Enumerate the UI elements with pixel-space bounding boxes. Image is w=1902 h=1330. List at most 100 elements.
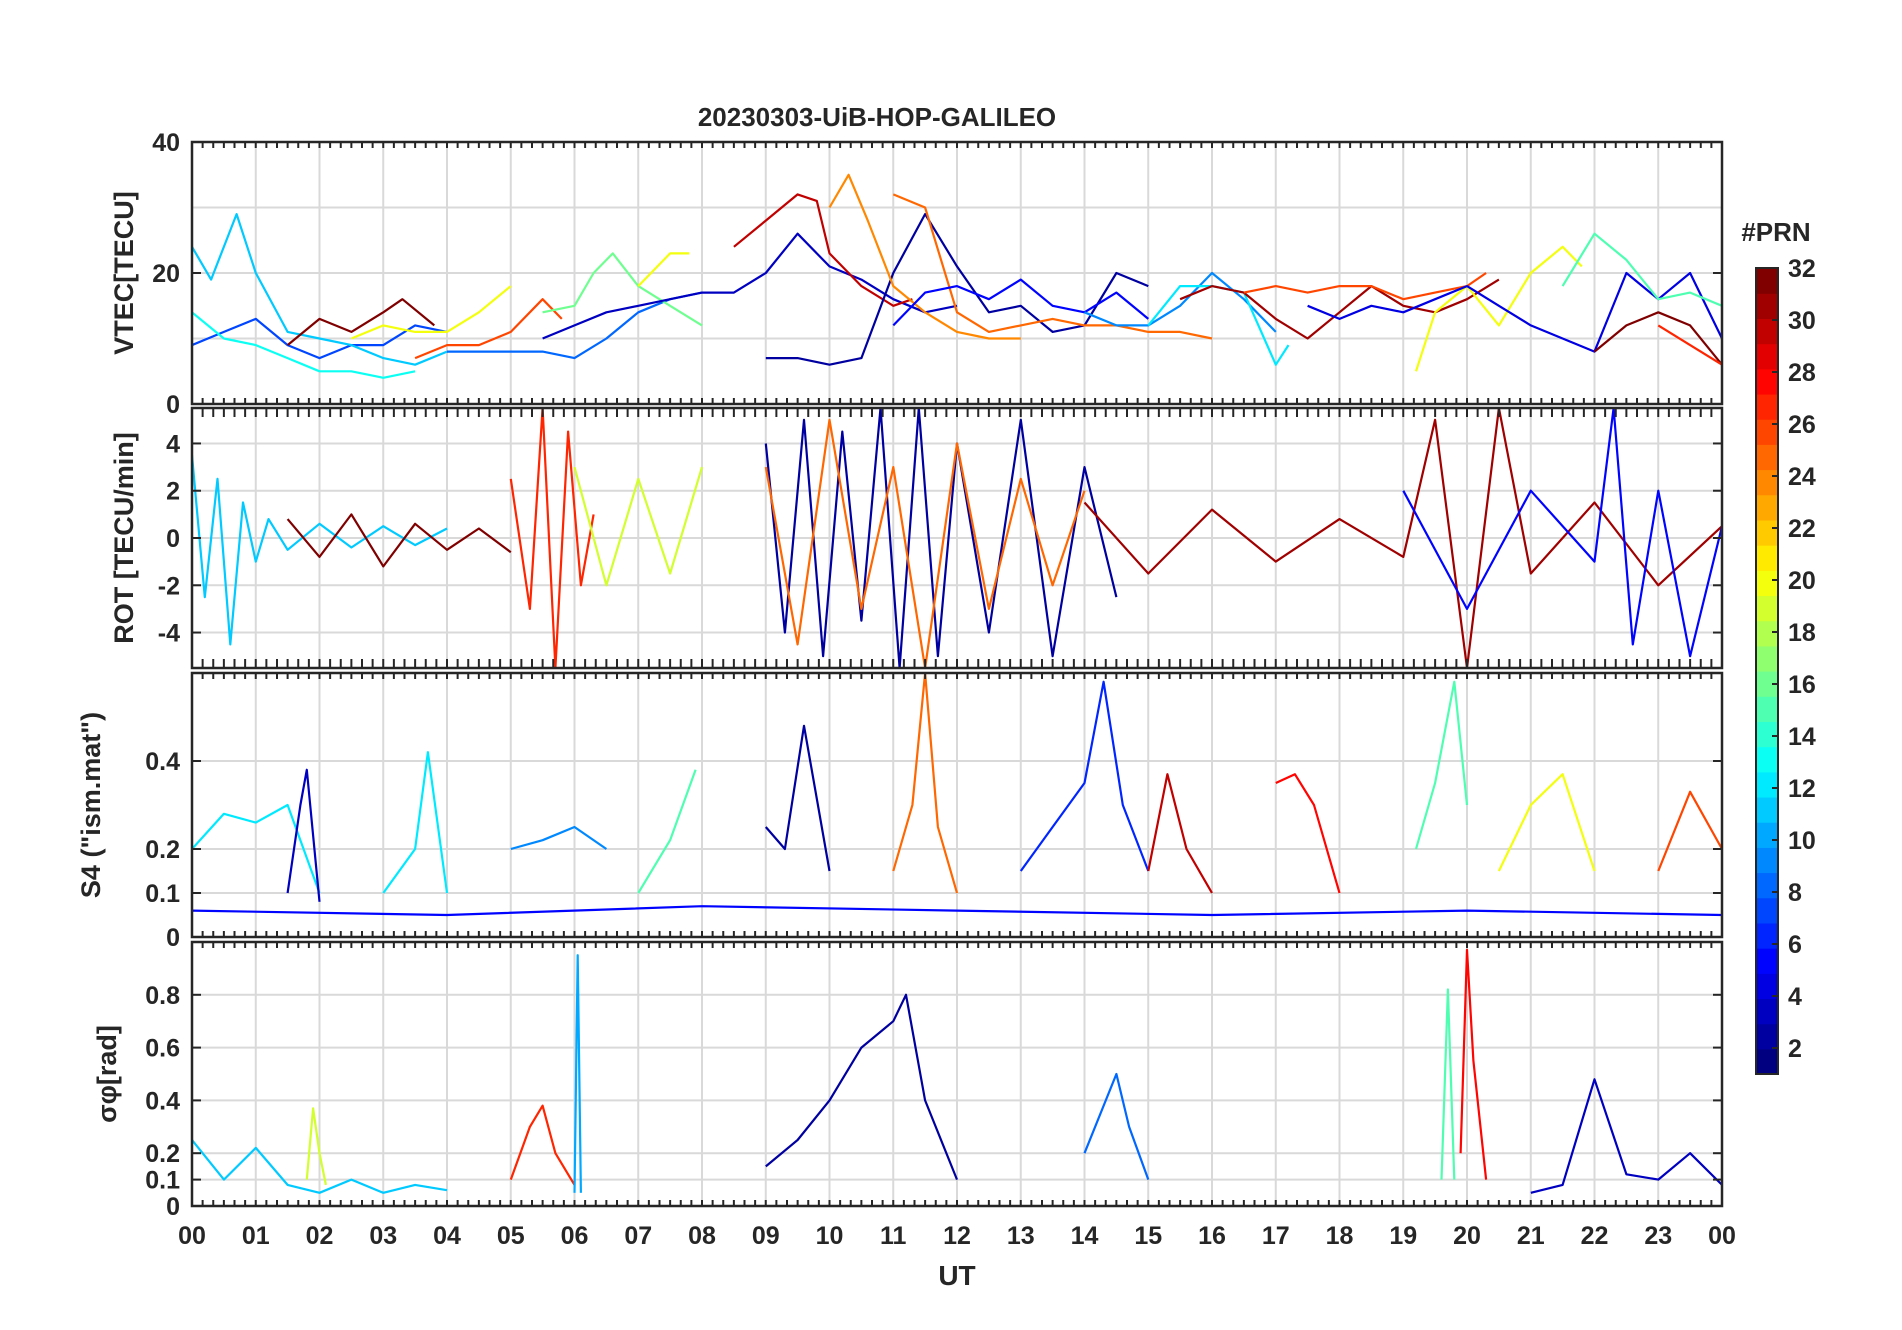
series-line-prn-32 (286, 513, 512, 568)
colorbar-band (1756, 847, 1778, 874)
series-line-prn-10 (573, 954, 582, 1193)
series-line-prn-11 (192, 455, 448, 646)
series-line-prn-27 (509, 1104, 576, 1186)
colorbar-band (1756, 620, 1778, 647)
series-line-prn-5 (1402, 408, 1722, 658)
colorbar-band (1756, 368, 1778, 395)
colorbar-band (1756, 1023, 1778, 1050)
panel-sigma_phi: 00.10.2 0.4 0.6 0.8 σφ[rad] (92, 940, 1724, 1221)
colorbar-frame (1755, 267, 1779, 1075)
colorbar-band (1756, 671, 1778, 697)
series-line-prn-32 (1593, 311, 1722, 366)
colorbar-tick-label: 32 (1788, 255, 1816, 283)
x-tick-label: 00 (178, 1222, 206, 1250)
series-line-prn-2 (764, 724, 831, 872)
series-line-prn-28 (1459, 948, 1488, 1180)
series-line-prn-12 (382, 751, 449, 894)
y-tick-label: 40 (152, 129, 180, 157)
colorbar-band (1756, 343, 1778, 370)
colorbar-tick-label: 26 (1788, 411, 1816, 439)
colorbar-tick-label: 14 (1788, 723, 1816, 751)
colorbar-band (1756, 393, 1778, 420)
panel-rot: -4 -2 0 2 4 ROT [TECU/min] (109, 406, 1724, 670)
x-tick-label: 20 (1453, 1222, 1481, 1250)
series-line-prn-20 (1414, 245, 1583, 372)
series-line-prn-13 (192, 311, 416, 379)
axes-frame (190, 406, 1724, 670)
y-tick-label: 0.4 (145, 1087, 180, 1115)
colorbar-tick-label: 30 (1788, 307, 1816, 335)
colorbar-tick-label: 20 (1788, 567, 1816, 595)
colorbar-band (1756, 872, 1778, 899)
x-tick-label: 18 (1326, 1222, 1354, 1250)
series-line-prn-6 (1019, 680, 1150, 872)
y-tick-label: -4 (158, 620, 180, 648)
colorbar-tick-label: 22 (1788, 515, 1816, 543)
colorbar-tick-label: 4 (1788, 983, 1802, 1011)
series-line-prn-11 (192, 1139, 448, 1194)
series-line-prn-26 (414, 298, 563, 360)
x-tick-label: 06 (561, 1222, 589, 1250)
colorbar-band (1756, 494, 1778, 521)
series-line-prn-24 (828, 173, 1021, 340)
series-line-prn-28 (1275, 773, 1341, 894)
series-line-prn-2 (765, 993, 959, 1181)
colorbar-band (1756, 545, 1778, 571)
colorbar-band (1756, 998, 1778, 1025)
series-line-prn-25 (892, 673, 959, 894)
series-line-prn-3 (1530, 1078, 1722, 1194)
series-line-prn-20 (637, 252, 690, 287)
y-tick-label: 0 (166, 391, 180, 419)
x-tick-label: 09 (752, 1222, 780, 1250)
x-tick-label: 16 (1198, 1222, 1226, 1250)
colorbar-band (1756, 721, 1778, 748)
x-tick-label: 11 (880, 1222, 907, 1250)
colorbar-tick-label: 6 (1788, 931, 1802, 959)
series-line-prn-5 (892, 278, 1149, 327)
series-line-prn-5 (192, 905, 1722, 917)
x-tick-label: 12 (943, 1222, 971, 1250)
colorbar-band (1756, 1048, 1778, 1075)
series-line-prn-30 (733, 193, 913, 307)
colorbar-band (1756, 746, 1778, 773)
y-tick-label: 0.1 (145, 1167, 180, 1195)
chart-title: 20230303-UiB-HOP-GALILEO (698, 102, 1056, 132)
series-line-prn-27 (1657, 324, 1722, 366)
colorbar-label: #PRN (1741, 217, 1810, 247)
series-line-prn-8 (1083, 1072, 1150, 1180)
colorbar-band (1756, 519, 1778, 546)
y-tick-label: 0.8 (145, 982, 180, 1010)
series-line-prn-15 (1440, 988, 1456, 1180)
x-tick-label: 19 (1389, 1222, 1417, 1250)
axes-frame (190, 140, 1724, 406)
y-axis-label: ROT [TECU/min] (109, 432, 139, 643)
colorbar-band (1756, 771, 1778, 798)
colorbar-tick-label: 8 (1788, 879, 1802, 907)
series-line-prn-20 (1497, 773, 1596, 872)
series-line-prn-26 (1243, 272, 1487, 301)
series-line-prn-25 (892, 193, 1213, 340)
colorbar-tick-label: 16 (1788, 671, 1816, 699)
colorbar-tick-label: 2 (1788, 1035, 1802, 1063)
y-tick-label: 0.6 (145, 1035, 180, 1063)
series-line-prn-30 (1147, 773, 1213, 894)
y-tick-label: 0.4 (145, 748, 180, 776)
x-tick-label: 14 (1071, 1222, 1099, 1250)
series-line-prn-16 (542, 252, 703, 327)
colorbar-band (1756, 318, 1778, 345)
series-line-prn-15 (637, 769, 697, 894)
series-line-prn-25 (764, 418, 1086, 668)
series-line-prn-27 (509, 408, 595, 668)
colorbar-tick-label: 18 (1788, 619, 1816, 647)
x-tick-label: 03 (369, 1222, 397, 1250)
colorbar-band (1756, 696, 1778, 722)
x-tick-label: 15 (1134, 1222, 1162, 1250)
x-tick-label: 07 (624, 1222, 652, 1250)
x-tick-label: 04 (433, 1222, 461, 1250)
series-line-prn-11 (192, 213, 448, 366)
series-line-prn-19 (305, 1107, 327, 1186)
y-tick-label: 4 (166, 430, 180, 458)
series-line-prn-3 (542, 232, 958, 340)
colorbar-tick-label: 24 (1788, 463, 1816, 491)
